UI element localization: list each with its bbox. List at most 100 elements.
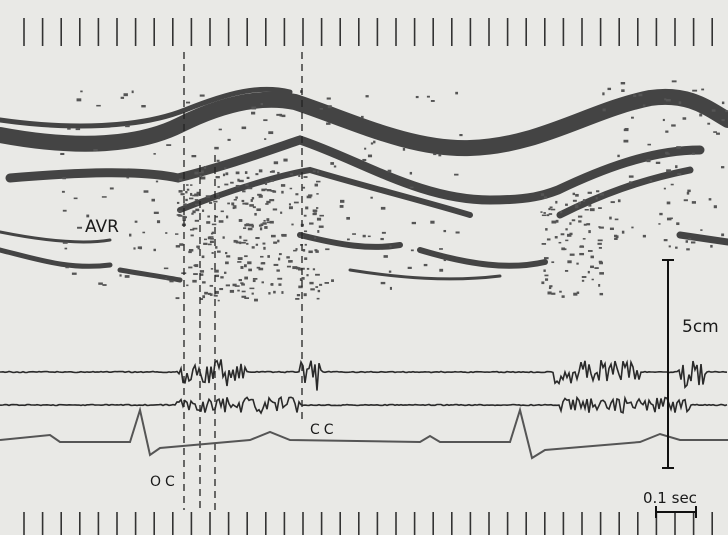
- speckle-dot: [560, 233, 565, 236]
- speckle-dot: [151, 198, 156, 202]
- speckle-dot: [572, 199, 577, 202]
- speckle-dot: [314, 236, 317, 239]
- speckle-dot: [547, 291, 552, 295]
- speckle-dot: [247, 261, 252, 265]
- speckle-dot: [192, 210, 196, 214]
- speckle-dot: [182, 215, 186, 219]
- speckle-dot: [688, 237, 692, 241]
- speckle-dot: [263, 219, 266, 222]
- speckle-dot: [280, 184, 286, 187]
- speckle-dot: [178, 178, 183, 182]
- speckle-dot: [243, 264, 247, 268]
- speckle-dot: [295, 193, 299, 196]
- speckle-dot: [252, 279, 256, 283]
- speckle-dot: [675, 246, 678, 249]
- speckle-dot: [251, 111, 256, 115]
- speckle-dot: [620, 82, 626, 85]
- speckle-dot: [239, 241, 242, 245]
- speckle-dot: [237, 257, 243, 260]
- speckle-dot: [642, 104, 646, 107]
- speckle-dot: [186, 184, 189, 186]
- speckle-dot: [183, 203, 187, 206]
- speckle-dot: [225, 261, 229, 265]
- speckle-dot: [292, 266, 298, 270]
- speckle-dot: [690, 241, 696, 244]
- speckle-dot: [263, 119, 268, 122]
- speckle-dot: [93, 148, 98, 152]
- speckle-dot: [577, 215, 583, 218]
- speckle-dot: [312, 170, 316, 173]
- speckle-dot: [169, 280, 174, 283]
- speckle-dot: [564, 269, 569, 272]
- speckle-dot: [572, 192, 576, 196]
- speckle-dot: [415, 95, 419, 99]
- speckle-dot: [325, 248, 330, 251]
- speckle-dot: [213, 200, 218, 203]
- speckle-dot: [659, 212, 663, 216]
- speckle-dot: [217, 299, 220, 302]
- speckle-dot: [543, 269, 546, 272]
- speckle-dot: [258, 169, 263, 173]
- speckle-dot: [647, 143, 652, 146]
- speckle-dot: [686, 191, 690, 195]
- speckle-dot: [258, 194, 263, 198]
- speckle-dot: [380, 281, 386, 285]
- speckle-dot: [665, 130, 669, 133]
- speckle-dot: [224, 183, 229, 186]
- speckle-dot: [664, 98, 667, 101]
- speckle-dot: [663, 187, 666, 190]
- speckle-dot: [675, 165, 678, 169]
- speckle-dot: [67, 127, 71, 130]
- speckle-dot: [194, 203, 200, 206]
- speckle-dot: [590, 255, 594, 259]
- speckle-dot: [125, 125, 130, 128]
- speckle-dot: [210, 237, 214, 240]
- speckle-dot: [225, 172, 229, 176]
- speckle-dot: [246, 242, 249, 245]
- speckle-dot: [631, 226, 634, 229]
- speckle-dot: [614, 237, 618, 240]
- speckle-dot: [588, 204, 592, 207]
- speckle-dot: [271, 170, 275, 173]
- speckle-dot: [231, 202, 235, 206]
- speckle-dot: [202, 281, 206, 284]
- speckle-dot: [306, 274, 309, 277]
- speckle-dot: [389, 286, 392, 290]
- speckle-dot: [188, 266, 193, 269]
- speckle-dot: [541, 243, 547, 245]
- speckle-dot: [268, 292, 271, 295]
- speckle-dot: [279, 113, 283, 117]
- speckle-dot: [239, 235, 242, 239]
- speckle-dot: [554, 236, 558, 239]
- speckle-dot: [315, 286, 319, 288]
- speckle-dot: [699, 113, 703, 117]
- speckle-dot: [288, 203, 291, 206]
- speckle-dot: [188, 249, 194, 252]
- speckle-dot: [312, 212, 317, 216]
- speckle-dot: [315, 250, 319, 253]
- phonocardiogram-trace: [0, 359, 728, 391]
- speckle-dot: [599, 261, 603, 265]
- speckle-dot: [546, 238, 551, 241]
- speckle-dot: [65, 266, 69, 269]
- speckle-dot: [207, 236, 212, 240]
- speckle-dot: [120, 96, 125, 99]
- speckle-dot: [671, 80, 677, 83]
- speckle-dot: [177, 214, 181, 217]
- speckle-dot: [613, 234, 618, 238]
- speckle-dot: [77, 226, 83, 229]
- speckle-dot: [248, 268, 252, 272]
- speckle-dot: [312, 209, 318, 212]
- speckle-dot: [407, 266, 412, 269]
- speckle-dot: [185, 190, 188, 194]
- speckle-dot: [304, 257, 308, 260]
- speckle-dot: [571, 219, 576, 222]
- speckle-dot: [316, 180, 321, 183]
- speckle-dot: [633, 94, 637, 97]
- speckle-dot: [551, 220, 557, 224]
- speckle-dot: [129, 233, 132, 237]
- speckle-dot: [631, 116, 634, 119]
- speckle-dot: [676, 146, 681, 149]
- speckle-dot: [288, 206, 293, 210]
- speckle-dot: [303, 293, 307, 297]
